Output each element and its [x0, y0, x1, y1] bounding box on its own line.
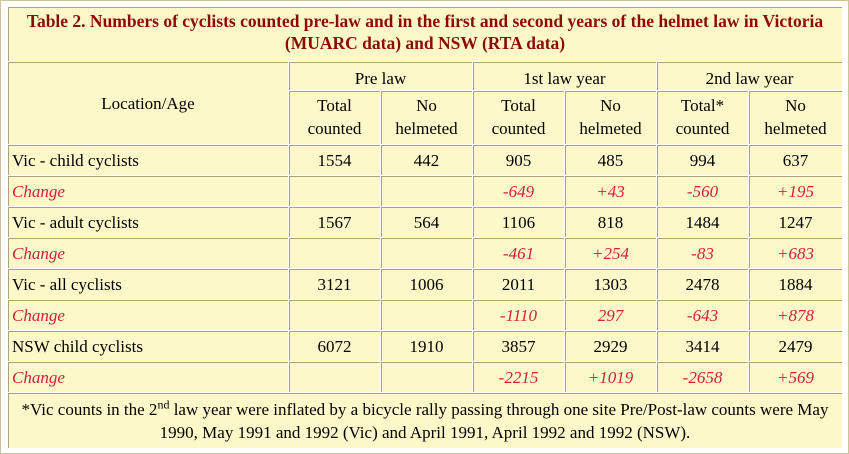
subheader-line: Total* — [680, 96, 725, 115]
count-value-cell: 564 — [381, 207, 473, 238]
table-title: Table 2. Numbers of cyclists counted pre… — [8, 7, 843, 62]
change-row-label: Change — [8, 300, 289, 331]
row-label: Vic - all cyclists — [8, 269, 289, 300]
change-value-cell: -1110 — [473, 300, 565, 331]
change-value-cell — [381, 300, 473, 331]
count-value-cell: 1484 — [657, 207, 749, 238]
count-value-cell: 1303 — [565, 269, 657, 300]
subheader-cell: Total counted — [473, 91, 565, 145]
count-value-cell: 3414 — [657, 331, 749, 362]
count-value-cell: 1910 — [381, 331, 473, 362]
count-value-cell: 637 — [749, 145, 843, 176]
change-value-cell — [289, 176, 381, 207]
table-title-text: Table 2. Numbers of cyclists counted pre… — [26, 11, 824, 53]
subheader-line: No — [600, 96, 621, 115]
change-value-cell: +254 — [565, 238, 657, 269]
subheader-line: helmeted — [764, 119, 827, 138]
change-value-cell: -643 — [657, 300, 749, 331]
footnote-superscript: nd — [157, 397, 170, 412]
change-value-cell — [381, 362, 473, 393]
change-value-cell: +878 — [749, 300, 843, 331]
change-value-cell: +1019 — [565, 362, 657, 393]
change-row-label: Change — [8, 238, 289, 269]
change-value-cell — [381, 238, 473, 269]
change-value-cell: 297 — [565, 300, 657, 331]
subheader-line: No — [416, 96, 437, 115]
count-value-cell: 818 — [565, 207, 657, 238]
subheader-line: helmeted — [579, 119, 642, 138]
count-value-cell: 2929 — [565, 331, 657, 362]
subheader-cell: Total* counted — [657, 91, 749, 145]
count-value-cell: 485 — [565, 145, 657, 176]
change-value-cell: -2215 — [473, 362, 565, 393]
count-value-cell: 3121 — [289, 269, 381, 300]
row-label: Vic - child cyclists — [8, 145, 289, 176]
subheader-line: No — [785, 96, 806, 115]
subheader-line: counted — [491, 119, 546, 138]
subheader-line: Total — [501, 96, 536, 115]
row-label: NSW child cyclists — [8, 331, 289, 362]
count-value-cell: 2478 — [657, 269, 749, 300]
location-age-header-text: Location/Age — [101, 93, 195, 113]
count-value-cell: 1554 — [289, 145, 381, 176]
header-1st-law-year-label: 1st law year — [523, 69, 606, 88]
count-value-cell: 1247 — [749, 207, 843, 238]
change-value-cell: -649 — [473, 176, 565, 207]
change-row-label: Change — [8, 362, 289, 393]
change-value-cell — [381, 176, 473, 207]
subheader-cell: No helmeted — [381, 91, 473, 145]
change-value-cell: +569 — [749, 362, 843, 393]
subheader-line: Total — [317, 96, 352, 115]
header-1st-law-year: 1st law year — [473, 62, 657, 91]
count-value-cell: 1006 — [381, 269, 473, 300]
change-value-cell: -560 — [657, 176, 749, 207]
count-value-cell: 6072 — [289, 331, 381, 362]
change-value-cell: -83 — [657, 238, 749, 269]
change-value-cell: +43 — [565, 176, 657, 207]
count-value-cell: 442 — [381, 145, 473, 176]
footnote-prefix: *Vic counts in the 2 — [21, 400, 158, 419]
subheader-cell: No helmeted — [565, 91, 657, 145]
change-row-label: Change — [8, 176, 289, 207]
count-value-cell: 1884 — [749, 269, 843, 300]
change-value-cell: -2658 — [657, 362, 749, 393]
count-value-cell: 1567 — [289, 207, 381, 238]
row-label: Vic - adult cyclists — [8, 207, 289, 238]
subheader-line: counted — [307, 119, 362, 138]
change-value-cell — [289, 238, 381, 269]
header-2nd-law-year-label: 2nd law year — [705, 69, 794, 88]
subheader-line: helmeted — [395, 119, 458, 138]
location-age-header: Location/Age — [8, 62, 289, 145]
header-2nd-law-year: 2nd law year — [657, 62, 843, 91]
header-pre-law: Pre law — [289, 62, 473, 91]
change-value-cell: +195 — [749, 176, 843, 207]
subheader-cell: No helmeted — [749, 91, 843, 145]
count-value-cell: 905 — [473, 145, 565, 176]
count-value-cell: 1106 — [473, 207, 565, 238]
count-value-cell: 2011 — [473, 269, 565, 300]
count-value-cell: 994 — [657, 145, 749, 176]
count-value-cell: 2479 — [749, 331, 843, 362]
footnote-suffix: law year were inflated by a bicycle rall… — [159, 400, 829, 442]
change-value-cell: +683 — [749, 238, 843, 269]
subheader-cell: Total counted — [289, 91, 381, 145]
header-pre-law-label: Pre law — [354, 69, 407, 88]
change-value-cell — [289, 300, 381, 331]
change-value-cell — [289, 362, 381, 393]
count-value-cell: 3857 — [473, 331, 565, 362]
table-footnote: *Vic counts in the 2nd law year were inf… — [8, 393, 843, 449]
change-value-cell: -461 — [473, 238, 565, 269]
subheader-line: counted — [675, 119, 730, 138]
